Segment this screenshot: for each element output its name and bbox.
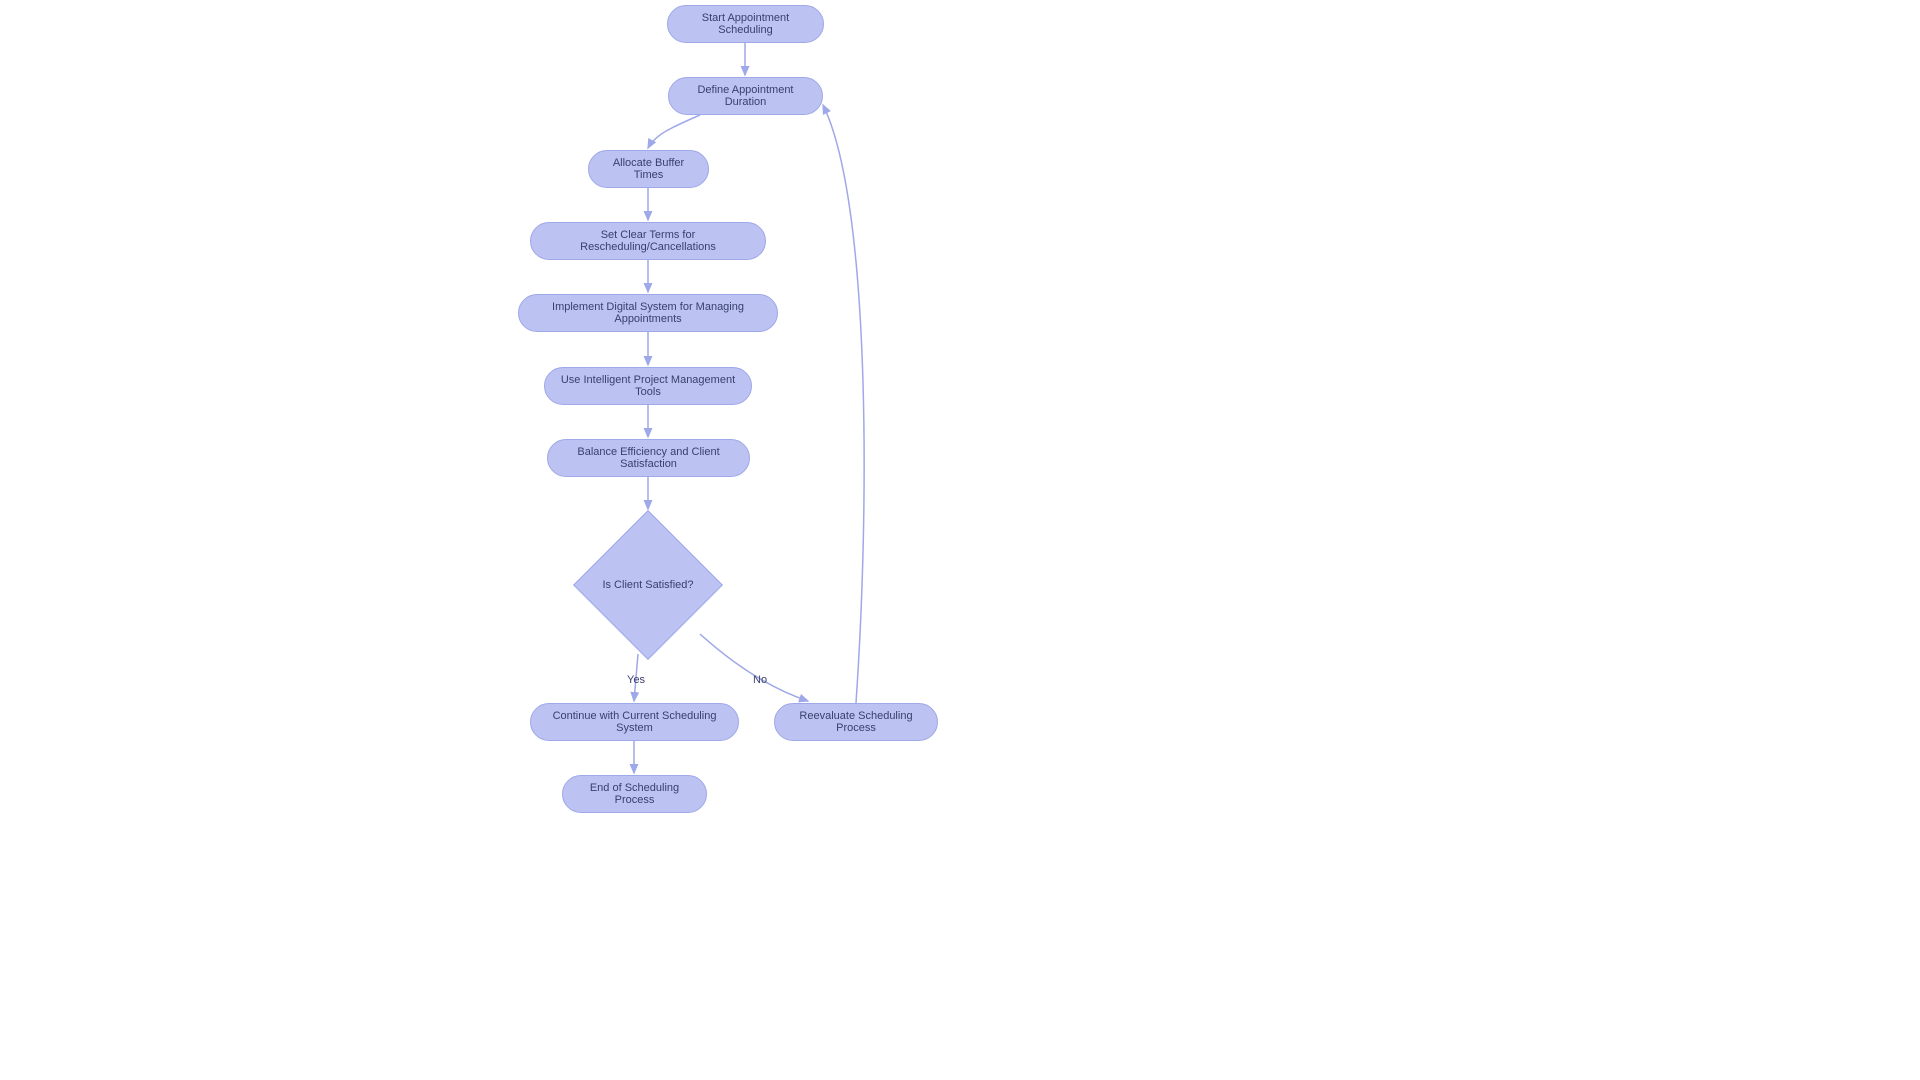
- edge: [823, 105, 864, 703]
- decision-satisfied: Is Client Satisfied?: [573, 510, 723, 660]
- node-label: Use Intelligent Project Management Tools: [559, 374, 737, 398]
- node-reevaluate: Reevaluate Scheduling Process: [774, 703, 938, 741]
- node-label: Implement Digital System for Managing Ap…: [533, 301, 763, 325]
- node-label: End of Scheduling Process: [577, 782, 692, 806]
- edges-layer: [0, 0, 1920, 1080]
- edge-label-no: No: [753, 674, 767, 686]
- node-define-duration: Define Appointment Duration: [668, 77, 823, 115]
- node-label: Continue with Current Scheduling System: [545, 710, 724, 734]
- flowchart-canvas: Start Appointment Scheduling Define Appo…: [0, 0, 1920, 1080]
- node-buffer-times: Allocate Buffer Times: [588, 150, 709, 188]
- node-label: Allocate Buffer Times: [603, 157, 694, 181]
- node-start: Start Appointment Scheduling: [667, 5, 824, 43]
- node-digital-system: Implement Digital System for Managing Ap…: [518, 294, 778, 332]
- node-end: End of Scheduling Process: [562, 775, 707, 813]
- node-balance: Balance Efficiency and Client Satisfacti…: [547, 439, 750, 477]
- node-continue: Continue with Current Scheduling System: [530, 703, 739, 741]
- node-label: Define Appointment Duration: [683, 84, 808, 108]
- node-label: Balance Efficiency and Client Satisfacti…: [562, 446, 735, 470]
- node-terms: Set Clear Terms for Rescheduling/Cancell…: [530, 222, 766, 260]
- edge: [648, 115, 700, 148]
- node-label: Set Clear Terms for Rescheduling/Cancell…: [545, 229, 751, 253]
- node-pm-tools: Use Intelligent Project Management Tools: [544, 367, 752, 405]
- node-label: Start Appointment Scheduling: [682, 12, 809, 36]
- node-label: Reevaluate Scheduling Process: [789, 710, 923, 734]
- edge-label-yes: Yes: [627, 674, 645, 686]
- node-label: Is Client Satisfied?: [573, 510, 723, 660]
